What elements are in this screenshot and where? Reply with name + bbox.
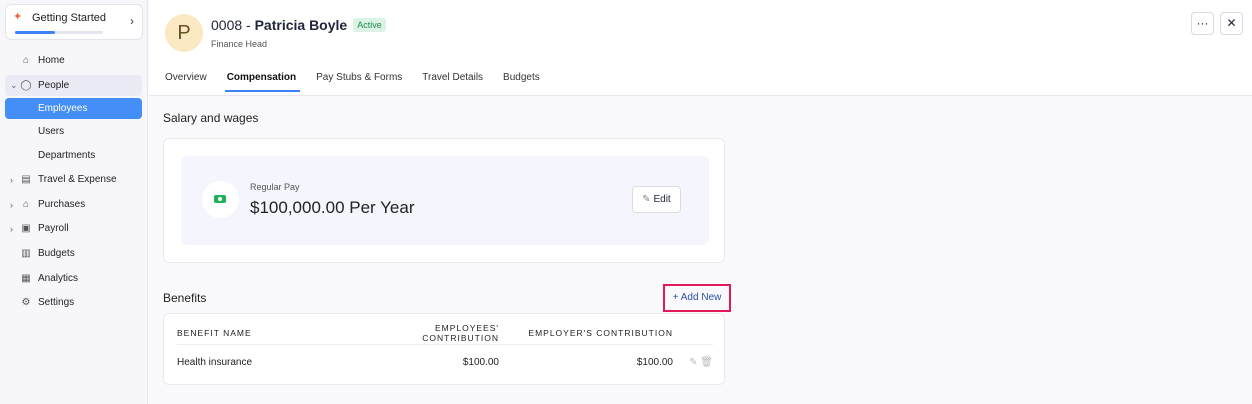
plus-icon: + [672, 292, 679, 303]
chevron-right-icon: › [10, 174, 13, 185]
benefits-table: BENEFIT NAME EMPLOYEES' CONTRIBUTION EMP… [177, 322, 713, 380]
benefits-section-title: Benefits [163, 291, 207, 305]
salary-card: Regular Pay $100,000.00 Per Year ✎ Edit [163, 138, 725, 263]
chevron-right-icon: › [130, 14, 134, 28]
employers-contribution: $100.00 [636, 356, 673, 368]
user-circle-icon: ◯ [20, 79, 32, 91]
regular-pay-label: Regular Pay [250, 182, 300, 192]
payroll-icon: ▣ [21, 222, 31, 234]
sidebar-item-home[interactable]: ⌂ Home [5, 50, 142, 71]
tab-travel-details[interactable]: Travel Details [422, 72, 484, 83]
tab-pay-stubs-forms[interactable]: Pay Stubs & Forms [316, 72, 403, 83]
table-header-row: BENEFIT NAME EMPLOYEES' CONTRIBUTION EMP… [177, 322, 713, 345]
employee-id: 0008 - [211, 17, 255, 33]
tab-compensation[interactable]: Compensation [224, 72, 306, 92]
gear-icon: ⚙ [21, 296, 31, 308]
sidebar-item-people[interactable]: ⌄ ◯ People [5, 75, 142, 96]
sidebar-item-settings[interactable]: ⚙ Settings [5, 292, 142, 313]
sidebar-item-label: Analytics [38, 273, 79, 284]
sidebar-item-label: Departments [38, 150, 96, 161]
chevron-right-icon: › [10, 223, 13, 234]
employees-contribution: $100.00 [462, 356, 499, 368]
employee-name: Patricia Boyle [254, 17, 348, 33]
regular-pay-value: $100,000.00 Per Year [250, 198, 415, 217]
regular-pay-panel: Regular Pay $100,000.00 Per Year ✎ Edit [181, 156, 709, 245]
sidebar-item-label: Employees [38, 103, 88, 114]
column-header-employees-contribution: EMPLOYEES' CONTRIBUTION [363, 322, 499, 345]
chevron-down-icon: ⌄ [10, 80, 18, 90]
delete-benefit-trash-icon[interactable]: 🗑 [700, 356, 713, 368]
sidebar-item-label: Budgets [38, 248, 75, 259]
tab-budgets[interactable]: Budgets [503, 72, 540, 83]
tab-overview[interactable]: Overview [165, 72, 207, 83]
more-options-button[interactable]: ··· [1191, 12, 1214, 35]
status-badge: Active [353, 18, 386, 32]
sidebar-item-label: Settings [38, 297, 75, 308]
add-new-label: Add New [680, 292, 722, 303]
column-header-benefit-name: BENEFIT NAME [177, 322, 363, 345]
sidebar-item-purchases[interactable]: › ⌂ Purchases [5, 194, 142, 215]
column-header-employers-contribution: EMPLOYER'S CONTRIBUTION [499, 322, 673, 345]
employee-header: P 0008 - Patricia Boyle Active Finance He… [149, 0, 1252, 96]
money-icon [202, 181, 239, 218]
getting-started-label: Getting Started [32, 12, 106, 24]
sidebar-item-label: Home [38, 55, 65, 66]
tab-bar: Overview Compensation Pay Stubs & Forms … [165, 72, 560, 92]
benefits-table-card: BENEFIT NAME EMPLOYEES' CONTRIBUTION EMP… [163, 313, 725, 385]
edit-label: Edit [653, 194, 671, 205]
home-icon: ⌂ [22, 54, 30, 66]
sidebar-item-analytics[interactable]: ▦ Analytics [5, 268, 142, 289]
salary-section-title: Salary and wages [163, 111, 259, 125]
budget-icon: ▥ [21, 247, 31, 259]
sidebar-item-travel-expense[interactable]: › ▤ Travel & Expense [5, 169, 142, 190]
page-title: 0008 - Patricia Boyle Active [211, 17, 386, 33]
document-icon: ▤ [21, 173, 31, 185]
employee-role: Finance Head [211, 39, 268, 49]
chart-icon: ▦ [21, 272, 31, 284]
bag-icon: ⌂ [22, 198, 30, 210]
pencil-icon: ✎ [642, 194, 651, 205]
chevron-right-icon: › [10, 199, 13, 210]
sidebar-item-budgets[interactable]: ▥ Budgets [5, 243, 142, 264]
sidebar-item-users[interactable]: Users [5, 121, 142, 142]
sidebar-item-label: Users [38, 126, 65, 137]
benefit-name: Health insurance [177, 356, 253, 368]
avatar: P [165, 14, 203, 52]
getting-started-card[interactable]: ✦ Getting Started › [5, 4, 143, 40]
add-new-benefit-button[interactable]: + Add New [663, 284, 731, 312]
edit-benefit-pencil-icon[interactable]: ✎ [689, 356, 698, 368]
table-row: Health insurance $100.00 $100.00 ✎ 🗑 [177, 344, 713, 380]
sidebar-item-departments[interactable]: Departments [5, 145, 142, 166]
sidebar-item-payroll[interactable]: › ▣ Payroll [5, 218, 142, 239]
sidebar-item-label: Purchases [38, 199, 86, 210]
sidebar-item-employees[interactable]: Employees [5, 98, 142, 119]
sidebar-item-label: Travel & Expense [38, 174, 117, 185]
close-button[interactable]: ✕ [1220, 12, 1243, 35]
main-content: P 0008 - Patricia Boyle Active Finance He… [149, 0, 1252, 404]
edit-salary-button[interactable]: ✎ Edit [632, 186, 681, 213]
sidebar: ✦ Getting Started › ⌂ Home ⌄ ◯ People Emplo… [0, 0, 148, 404]
sidebar-item-label: People [38, 80, 70, 91]
sidebar-item-label: Payroll [38, 223, 69, 234]
sparkle-icon: ✦ [13, 11, 23, 23]
progress-bar [15, 31, 103, 34]
